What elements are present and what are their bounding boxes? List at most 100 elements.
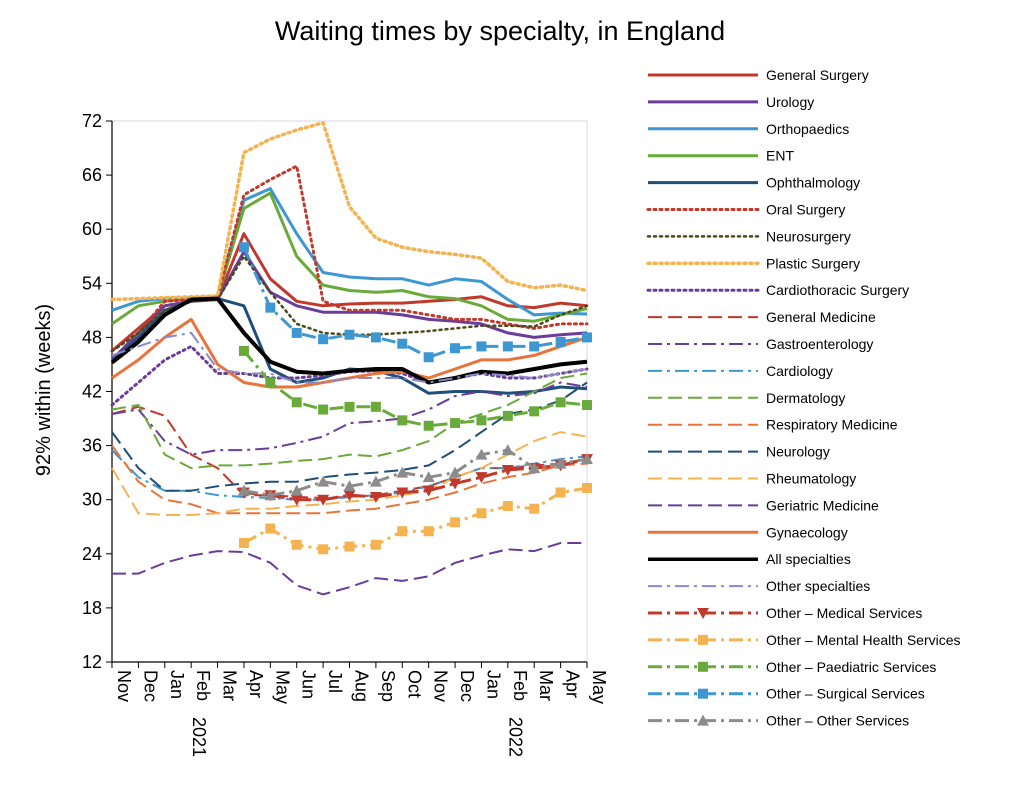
data-point-other-paediatric-services xyxy=(318,404,329,415)
legend-label-general-medicine: General Medicine xyxy=(766,309,876,325)
series-other-surgical-services xyxy=(238,242,592,363)
y-tick-label: 12 xyxy=(82,652,102,672)
x-tick-label: Oct xyxy=(404,670,424,698)
x-tick-label: Jan xyxy=(483,670,503,699)
x-tick-label: Dec xyxy=(140,670,160,702)
x-tick-label: Jun xyxy=(299,670,319,699)
data-point-other-other-services xyxy=(475,448,488,460)
data-point-other-other-services xyxy=(369,475,382,487)
data-point-other-other-services xyxy=(528,462,541,474)
legend-label-gynaecology: Gynaecology xyxy=(766,524,848,540)
x-tick-label: Feb xyxy=(510,670,530,701)
data-point-other-medical-services xyxy=(422,485,435,497)
x-tick-label: Feb xyxy=(193,670,213,701)
legend-label-ent: ENT xyxy=(766,148,794,164)
data-point-other-surgical-services xyxy=(529,341,540,352)
data-point-other-surgical-services xyxy=(397,338,408,349)
data-point-other-mental-health-services xyxy=(555,487,566,498)
series-line-cardiothoracic-surgery xyxy=(110,344,589,407)
x-tick-label: Sep xyxy=(378,670,398,702)
legend-marker-other-other-services xyxy=(697,714,709,726)
data-point-other-other-services xyxy=(396,466,409,478)
legend-label-geriatric-medicine: Geriatric Medicine xyxy=(766,497,879,513)
series-all-specialties xyxy=(110,296,588,385)
series-line-plastic-surgery xyxy=(110,121,589,302)
data-point-other-surgical-services xyxy=(318,334,329,345)
series-line-other-surgical-services xyxy=(242,246,588,359)
series-line-other-other-services xyxy=(243,448,588,497)
x-tick-label: Apr xyxy=(246,670,266,698)
legend-marker-other-mental-health-services xyxy=(698,634,708,645)
data-point-other-surgical-services xyxy=(344,329,355,340)
x-tick-label: Jan xyxy=(167,670,187,699)
data-point-other-surgical-services xyxy=(582,332,592,343)
data-point-other-other-services xyxy=(237,484,250,496)
legend-label-other-medical-services: Other – Medical Services xyxy=(766,605,922,621)
series-plastic-surgery xyxy=(110,121,589,302)
legend-label-plastic-surgery: Plastic Surgery xyxy=(766,255,860,271)
x-year-label: 2022 xyxy=(505,717,525,757)
data-point-other-other-services xyxy=(554,457,567,469)
data-point-other-other-services xyxy=(264,489,277,501)
data-point-other-medical-services xyxy=(317,494,330,506)
data-point-other-medical-services xyxy=(449,478,462,490)
series-line-other-paediatric-services xyxy=(242,349,588,428)
legend-label-other-mental-health-services: Other – Mental Health Services xyxy=(766,632,961,648)
y-tick-label: 66 xyxy=(82,165,102,185)
data-point-other-other-services xyxy=(422,471,435,483)
legend-marker-other-paediatric-services xyxy=(698,661,708,672)
series-line-neurology xyxy=(111,381,588,492)
data-point-other-other-services xyxy=(449,466,462,478)
y-axis-label: 92% within (weeks) xyxy=(33,304,55,476)
chart-title: Waiting times by specialty, in England xyxy=(275,16,725,46)
series-other-mental-health-services xyxy=(238,482,592,555)
data-point-other-other-services xyxy=(501,444,514,456)
series-line-other-medical-services xyxy=(243,457,588,502)
x-tick-label: May xyxy=(589,670,609,704)
data-point-other-other-services xyxy=(581,453,593,465)
legend-label-cardiology: Cardiology xyxy=(766,363,833,379)
legend-label-respiratory-medicine: Respiratory Medicine xyxy=(766,417,898,433)
legend-label-dermatology: Dermatology xyxy=(766,390,845,406)
legend-label-neurology: Neurology xyxy=(766,444,830,460)
legend: General Surgery Urology Orthopaedics ENT Oph… xyxy=(646,67,961,729)
data-point-other-surgical-services xyxy=(450,343,461,354)
x-year-label: 2021 xyxy=(189,717,209,757)
data-point-other-paediatric-services xyxy=(555,397,566,408)
y-tick-label: 42 xyxy=(82,382,102,402)
x-tick-label: Nov xyxy=(114,670,134,702)
data-point-other-paediatric-services xyxy=(582,400,592,411)
data-point-other-surgical-services xyxy=(555,336,566,347)
data-point-other-paediatric-services xyxy=(476,415,487,426)
series-cardiothoracic-surgery xyxy=(110,344,589,407)
legend-label-other-other-services: Other – Other Services xyxy=(766,713,909,729)
series-oral-surgery xyxy=(110,164,589,353)
data-point-other-paediatric-services xyxy=(265,377,276,388)
data-point-other-other-services xyxy=(317,475,330,487)
legend-marker-other-surgical-services xyxy=(698,688,708,699)
series-general-medicine xyxy=(111,405,588,499)
legend-label-other-surgical-services: Other – Surgical Services xyxy=(766,686,925,702)
data-point-other-medical-services xyxy=(501,464,514,476)
legend-label-all-specialties: All specialties xyxy=(766,551,851,567)
legend-label-gastroenterology: Gastroenterology xyxy=(766,336,873,352)
legend-label-other-specialties: Other specialties xyxy=(766,578,870,594)
series-gastroenterology xyxy=(111,381,588,456)
legend-label-urology: Urology xyxy=(766,94,814,110)
data-point-other-surgical-services xyxy=(265,302,276,313)
y-tick-label: 24 xyxy=(82,544,102,564)
series-geriatric-medicine xyxy=(112,542,587,596)
x-tick-label: Mar xyxy=(536,670,556,701)
data-point-other-mental-health-services xyxy=(529,503,540,514)
series-line-other-specialties xyxy=(111,331,588,384)
data-point-other-paediatric-services xyxy=(502,410,513,421)
data-point-other-mental-health-services xyxy=(238,537,249,548)
data-point-other-mental-health-services xyxy=(265,523,276,534)
x-tick-label: May xyxy=(272,670,292,704)
data-point-other-mental-health-services xyxy=(291,539,302,550)
data-point-other-mental-health-services xyxy=(582,482,592,493)
series-gynaecology xyxy=(111,317,588,389)
series-line-gastroenterology xyxy=(111,381,588,456)
data-point-other-surgical-services xyxy=(423,352,434,363)
